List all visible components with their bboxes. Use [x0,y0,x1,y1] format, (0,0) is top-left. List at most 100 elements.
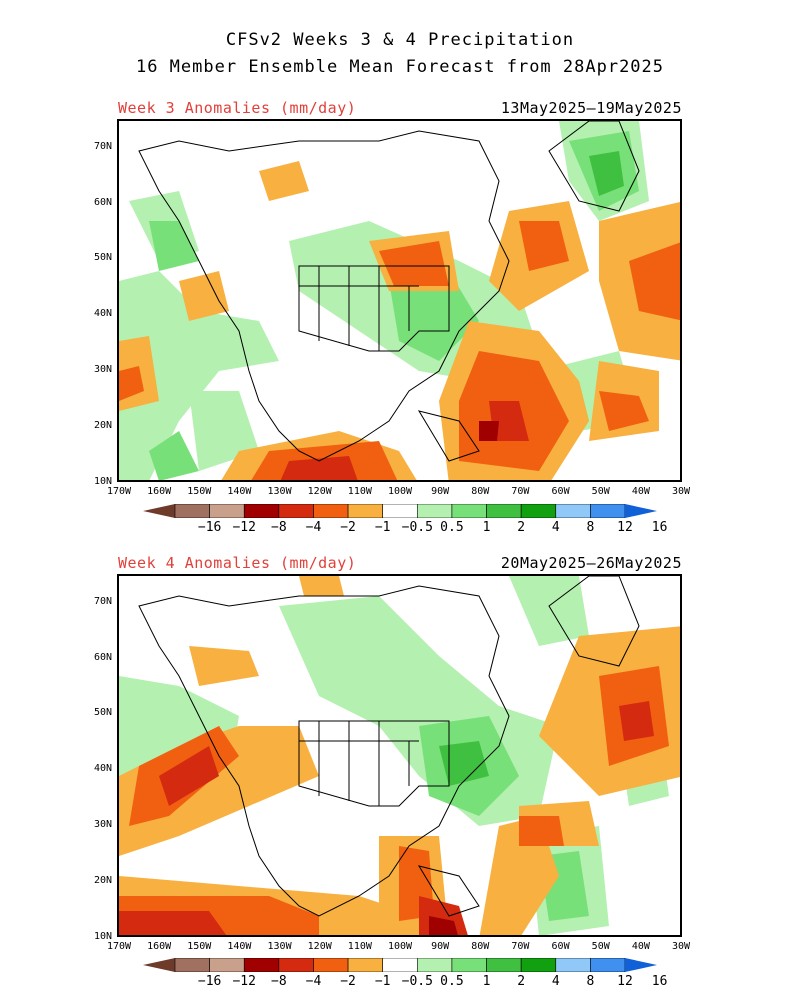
colorbar-label: 4 [551,520,560,535]
lat-label-50n: 50N [93,252,112,263]
lon-label-130w: 130W [267,941,292,952]
lon-label-80w: 80W [471,486,490,497]
lon-label-170w: 170W [106,486,132,497]
colorbar-label: 2 [517,974,526,989]
lon-label-90w: 90W [431,941,450,952]
colorbar-label: 8 [586,974,595,989]
lon-label-110w: 110W [347,486,372,497]
lon-label-120w: 120W [307,941,332,952]
lon-label-50w: 50W [591,486,610,497]
colorbar-label: −0.5 [401,974,433,989]
colorbar-bin-14 [625,504,657,518]
colorbar-bin-4 [278,958,314,972]
colorbar-bin-10 [486,504,522,518]
colorbar-bin-11 [520,504,557,518]
colorbar-bin-2 [209,958,245,972]
colorbar-label: −1 [374,974,391,989]
lon-label-160w: 160W [147,941,172,952]
colorbar-label: −16 [197,974,222,989]
week3-map-graphic [119,121,680,480]
lon-label-40w: 40W [631,486,650,497]
colorbar-bin-0 [143,504,175,518]
colorbar-bin-6 [347,958,383,972]
colorbar-label: −4 [305,520,322,535]
colorbar-label: 16 [651,520,668,535]
lon-label-60w: 60W [551,486,570,497]
week3-colorbar [143,504,657,518]
lon-label-70w: 70W [511,486,530,497]
colorbar-bin-1 [174,504,210,518]
colorbar-bin-3 [243,958,280,972]
colorbar-label: 2 [517,520,526,535]
week4-map-graphic [119,576,680,935]
colorbar-label: 12 [617,974,633,989]
colorbar-label: 0.5 [440,974,464,989]
lon-label-140w: 140W [227,941,252,952]
colorbar-bin-13 [590,958,626,972]
colorbar-bin-5 [313,958,349,972]
lon-label-70w: 70W [511,941,530,952]
lat-label-70n: 70N [93,596,112,607]
colorbar-bin-7 [382,504,418,518]
lat-label-60n: 60N [93,652,112,663]
week4-anomaly-map [117,574,682,937]
lon-label-110w: 110W [347,941,372,952]
lon-label-90w: 90W [431,486,450,497]
colorbar-label: −4 [305,974,322,989]
lon-label-100w: 100W [387,941,413,952]
colorbar-label: −12 [232,520,256,535]
week3-date-range: 13May2025–19May2025 [500,99,682,117]
lat-label-30n: 30N [93,364,112,375]
lat-label-10n: 10N [93,476,112,487]
colorbar-label: 16 [651,974,668,989]
week4-panel-title: Week 4 Anomalies (mm/day) [118,554,357,572]
lon-label-160w: 160W [147,486,172,497]
figure-title-line1: CFSv2 Weeks 3 & 4 Precipitation [225,30,575,50]
colorbar-label: 4 [551,974,560,989]
colorbar-label: −2 [340,520,356,535]
lat-label-10n: 10N [93,931,112,942]
colorbar-label: −8 [271,520,287,535]
lon-label-120w: 120W [307,486,332,497]
colorbar-bin-14 [625,958,657,972]
lon-label-30w: 30W [671,486,691,497]
colorbar-label: 0.5 [440,520,464,535]
colorbar-bin-3 [243,504,280,518]
lon-label-100w: 100W [387,486,413,497]
figure-title-line2: 16 Member Ensemble Mean Forecast from 28… [135,57,665,77]
lon-label-130w: 130W [267,486,292,497]
colorbar-bin-7 [382,958,418,972]
lon-label-50w: 50W [591,941,610,952]
colorbar-bin-9 [451,504,487,518]
colorbar-bin-9 [451,958,487,972]
colorbar-bin-13 [590,504,626,518]
week4-date-range: 20May2025–26May2025 [500,554,682,572]
colorbar-bin-12 [555,958,591,972]
lon-label-150w: 150W [187,486,212,497]
colorbar-bin-2 [209,504,245,518]
lon-label-170w: 170W [106,941,132,952]
week4-colorbar [143,958,657,972]
lat-label-40n: 40N [93,308,112,319]
colorbar-bin-0 [143,958,175,972]
lat-label-20n: 20N [93,420,112,431]
colorbar-bin-4 [278,504,314,518]
colorbar-bin-5 [313,504,349,518]
colorbar-label: −0.5 [401,520,433,535]
lat-label-50n: 50N [93,707,112,718]
colorbar-label: −12 [232,974,256,989]
colorbar-label: 1 [482,520,491,535]
week3-panel-title: Week 3 Anomalies (mm/day) [118,99,357,117]
colorbar-bin-8 [417,958,453,972]
colorbar-bin-1 [174,958,210,972]
lon-label-140w: 140W [227,486,252,497]
colorbar-label: 1 [482,974,491,989]
colorbar-label: 8 [586,520,595,535]
colorbar-label: −1 [374,520,391,535]
lat-label-60n: 60N [93,197,112,208]
lon-label-30w: 30W [671,941,691,952]
lat-label-70n: 70N [93,141,112,152]
colorbar-bin-6 [347,504,383,518]
week3-anomaly-map [117,119,682,482]
lon-label-80w: 80W [471,941,490,952]
